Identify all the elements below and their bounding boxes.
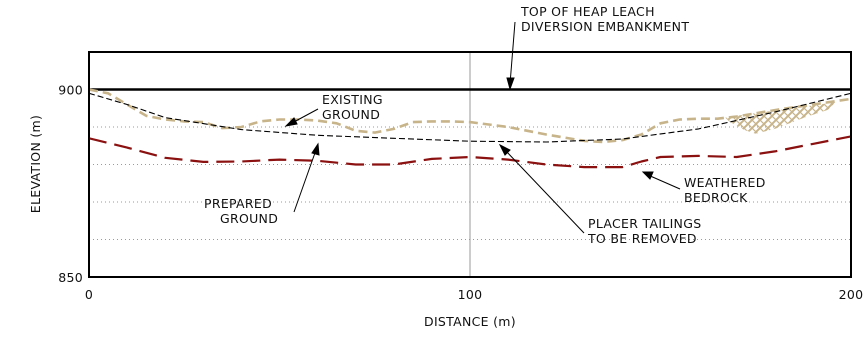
y-axis-label: ELEVATION (m) [28,115,43,213]
tailings-arrowhead [498,143,511,156]
series-line-weathered-bedrock [89,135,851,169]
prepared-ground-leader [293,149,317,213]
leader-arrows [284,21,681,234]
bedrock-label-line2: BEDROCK [684,190,748,205]
plot-frame [88,51,852,278]
bedrock-label-line1: WEATHERED [684,175,766,190]
x-tick-0: 0 [85,287,93,302]
x-tick-200: 200 [839,287,864,302]
tailings-leader [504,149,585,234]
existing-ground-label-line2: GROUND [322,107,380,122]
embankment-label-line1: TOP OF HEAP LEACH [520,4,655,19]
embankment-label-line2: DIVERSION EMBANKMENT [521,19,689,34]
prepared-ground-label-line2: GROUND [220,211,278,226]
annotation-labels: TOP OF HEAP LEACH DIVERSION EMBANKMENT E… [204,4,766,246]
embankment-arrowhead [506,77,515,91]
x-axis-label: DISTANCE (m) [424,314,516,329]
prepared-ground-label-line1: PREPARED [204,196,272,211]
bedrock-arrowhead [641,171,654,180]
tick-labels: 0 100 200 900 850 [58,83,863,303]
y-tick-900: 900 [58,83,83,98]
existing-ground-label-line1: EXISTING [322,92,383,107]
placer-tailings-hatch [725,102,836,134]
existing-ground-arrowhead [284,117,298,127]
tailings-label-line2: TO BE REMOVED [587,231,697,246]
y-tick-850: 850 [58,270,83,285]
series-line-existing-ground [89,88,851,144]
grid [89,52,851,277]
x-tick-100: 100 [458,287,483,302]
series-line-prepared-ground [89,92,851,143]
existing-ground-leader [291,108,319,124]
series-lines [89,88,851,169]
zones [725,102,836,134]
prepared-ground-arrowhead [311,142,320,156]
embankment-leader [509,21,516,85]
bedrock-leader [647,174,681,190]
tailings-label-line1: PLACER TAILINGS [588,216,701,231]
